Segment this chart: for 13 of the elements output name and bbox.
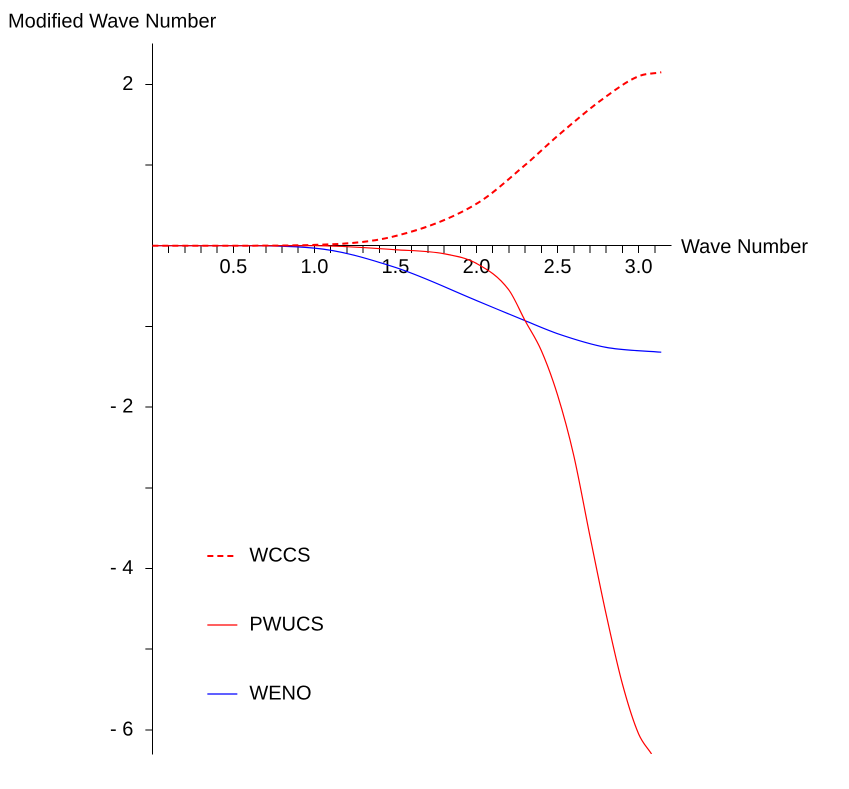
y-tick-label: - 2 bbox=[110, 396, 134, 418]
legend-label: WCCS bbox=[249, 544, 310, 567]
x-tick-label: 2.5 bbox=[544, 256, 572, 278]
x-axis-title: Wave Number bbox=[681, 236, 808, 258]
y-tick-label: - 4 bbox=[110, 556, 134, 579]
legend-label: WENO bbox=[249, 682, 312, 705]
y-axis-title: Modified Wave Number bbox=[8, 10, 217, 33]
x-tick-label: 0.5 bbox=[219, 256, 248, 278]
y-tick-label: - 6 bbox=[110, 718, 134, 740]
x-tick-label: 1.0 bbox=[300, 256, 328, 278]
y-tick-label: 2 bbox=[122, 72, 134, 95]
x-tick-label: 3.0 bbox=[624, 256, 652, 278]
legend-label: PWUCS bbox=[249, 614, 324, 636]
